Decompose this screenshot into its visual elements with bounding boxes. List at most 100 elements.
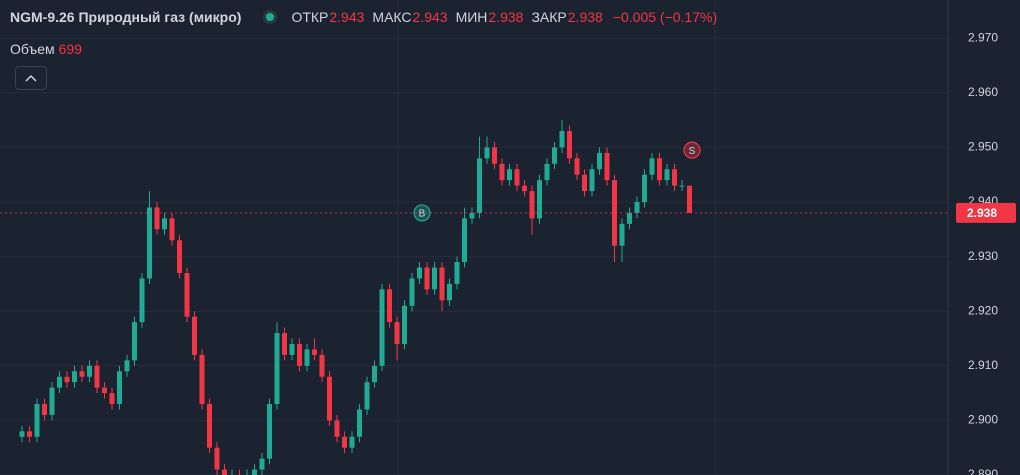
candle-body xyxy=(597,152,602,170)
candle-body xyxy=(259,458,265,470)
legend-value: 2.943 xyxy=(329,9,365,25)
candle-body xyxy=(642,174,647,203)
candle-body xyxy=(589,169,595,192)
candle-body xyxy=(147,207,152,279)
candle-body xyxy=(334,420,340,437)
chevron-icon xyxy=(25,74,37,82)
candle-body xyxy=(319,354,325,377)
trade-marker-label: S xyxy=(689,146,696,157)
candle-body xyxy=(379,289,385,366)
candle-body xyxy=(552,147,557,164)
legend-label: МИН xyxy=(455,9,488,25)
legend-label: ЗАКР xyxy=(531,9,567,25)
candle-body xyxy=(139,278,145,323)
candle-body xyxy=(72,371,77,383)
status-dot[interactable] xyxy=(263,10,278,24)
candle-body xyxy=(679,185,685,187)
collapse-button[interactable] xyxy=(15,66,47,90)
candle-body xyxy=(49,387,55,415)
candle-body xyxy=(619,223,625,246)
y-tick-label: 2.920 xyxy=(968,303,998,317)
candle-body xyxy=(612,180,617,246)
candle-body xyxy=(289,343,295,355)
grid: 2.8902.9002.9102.9202.9302.9402.9502.960… xyxy=(0,30,998,475)
candle-body xyxy=(267,404,272,459)
candle-body xyxy=(462,218,467,263)
candle-body xyxy=(424,267,430,290)
candles xyxy=(19,120,692,475)
candle-body xyxy=(79,371,85,377)
candle-body xyxy=(64,376,70,383)
candle-body xyxy=(192,316,197,355)
candle-body xyxy=(94,365,100,388)
candle-body xyxy=(184,272,190,317)
candle-body xyxy=(349,436,355,448)
candle-body xyxy=(394,322,400,344)
candle-body xyxy=(507,169,512,181)
overlay: 2.938 B S xyxy=(0,141,1016,223)
volume-value: 699 xyxy=(58,41,82,57)
candle-body xyxy=(27,431,32,437)
candle-body xyxy=(297,343,302,366)
legend-label: МАКС xyxy=(372,9,412,25)
candle-body xyxy=(432,267,437,290)
candle-body xyxy=(87,365,92,377)
candle-body xyxy=(274,333,280,405)
header: NGM-9.26 Природный газ (микро) ОТКР 2.943… xyxy=(10,9,717,25)
candle-body xyxy=(214,447,220,470)
candle-body xyxy=(574,158,580,175)
candle-body xyxy=(109,393,115,405)
candle-body xyxy=(162,218,167,230)
change: −0.005 (−0.17%) xyxy=(612,9,718,25)
candle-body xyxy=(372,365,377,383)
candle-body xyxy=(634,202,640,213)
candle-body xyxy=(402,305,407,344)
volume-label: Объем xyxy=(10,41,55,57)
y-tick-label: 2.930 xyxy=(968,249,998,263)
legend-label: ОТКР xyxy=(291,9,329,25)
trade-marker xyxy=(683,141,701,159)
candle-body xyxy=(117,371,122,405)
trade-marker-label: B xyxy=(419,209,426,220)
symbol-title: NGM-9.26 Природный газ (микро) xyxy=(10,9,242,25)
candle-body xyxy=(454,262,460,284)
candle-body xyxy=(177,240,182,273)
candle-body xyxy=(199,354,205,405)
y-tick-label: 2.900 xyxy=(968,413,998,427)
candle-body xyxy=(499,163,505,181)
y-tick-label: 2.950 xyxy=(968,140,998,154)
candle-body xyxy=(252,469,257,475)
candle-body xyxy=(664,169,670,181)
candle-body xyxy=(447,283,452,301)
candle-body xyxy=(544,163,550,181)
candle-body xyxy=(627,212,632,224)
candle-body xyxy=(492,147,497,164)
candle-body xyxy=(657,158,662,181)
candle-body xyxy=(222,469,227,475)
legend-value: 2.943 xyxy=(412,9,448,25)
candle-body xyxy=(582,174,587,192)
candle-body xyxy=(19,431,25,437)
candle-body xyxy=(387,289,392,323)
candle-body xyxy=(42,404,47,415)
candle-body xyxy=(439,267,445,301)
candle-body xyxy=(567,131,572,159)
candle-body xyxy=(522,185,527,192)
candle-body xyxy=(124,360,130,372)
candle-body xyxy=(34,404,40,437)
trade-marker xyxy=(413,204,431,222)
candle-body xyxy=(649,158,655,175)
candle-body xyxy=(207,404,212,448)
candle-body xyxy=(537,180,542,219)
legend-value: 2.938 xyxy=(488,9,524,25)
candle-body xyxy=(364,382,370,410)
candle-body xyxy=(327,376,332,421)
last-price-box xyxy=(956,202,1016,223)
candle-body xyxy=(484,147,490,159)
candle-body xyxy=(57,376,62,388)
candle-body xyxy=(477,158,482,213)
legend-value: 2.938 xyxy=(567,9,603,25)
candle-body xyxy=(687,185,692,213)
